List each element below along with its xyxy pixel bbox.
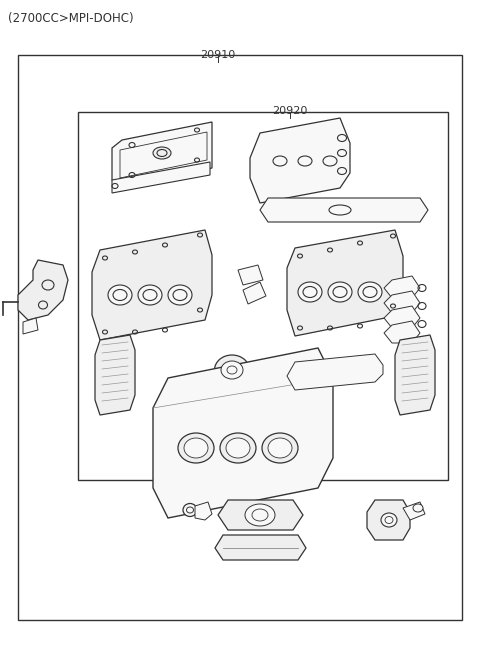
Ellipse shape bbox=[381, 513, 397, 527]
Text: 20910: 20910 bbox=[200, 50, 236, 60]
Polygon shape bbox=[92, 230, 212, 340]
Text: 20920: 20920 bbox=[272, 106, 308, 116]
Polygon shape bbox=[260, 198, 428, 222]
Polygon shape bbox=[18, 260, 68, 320]
Ellipse shape bbox=[184, 438, 208, 458]
Ellipse shape bbox=[183, 504, 197, 517]
Ellipse shape bbox=[153, 147, 171, 159]
Ellipse shape bbox=[108, 285, 132, 305]
Polygon shape bbox=[287, 354, 383, 390]
Ellipse shape bbox=[215, 355, 250, 385]
Polygon shape bbox=[367, 500, 410, 540]
Polygon shape bbox=[215, 535, 306, 560]
Polygon shape bbox=[195, 502, 212, 520]
Ellipse shape bbox=[245, 504, 275, 526]
Bar bbox=[78, 112, 448, 480]
Ellipse shape bbox=[262, 433, 298, 463]
Ellipse shape bbox=[413, 504, 423, 512]
Ellipse shape bbox=[221, 361, 243, 379]
Polygon shape bbox=[23, 318, 38, 334]
Polygon shape bbox=[395, 335, 435, 415]
Text: (2700CC>MPI-DOHC): (2700CC>MPI-DOHC) bbox=[8, 12, 133, 25]
Ellipse shape bbox=[328, 282, 352, 302]
Polygon shape bbox=[250, 118, 350, 203]
Polygon shape bbox=[153, 348, 333, 518]
Polygon shape bbox=[384, 276, 420, 298]
Polygon shape bbox=[287, 230, 403, 336]
Ellipse shape bbox=[138, 285, 162, 305]
Ellipse shape bbox=[220, 433, 256, 463]
Polygon shape bbox=[403, 502, 425, 520]
Ellipse shape bbox=[298, 282, 322, 302]
Polygon shape bbox=[238, 265, 263, 285]
Ellipse shape bbox=[358, 282, 382, 302]
Polygon shape bbox=[384, 306, 420, 328]
Polygon shape bbox=[384, 291, 420, 313]
Polygon shape bbox=[112, 162, 210, 193]
Polygon shape bbox=[243, 282, 266, 304]
Polygon shape bbox=[384, 321, 420, 343]
Ellipse shape bbox=[168, 285, 192, 305]
Ellipse shape bbox=[268, 438, 292, 458]
Ellipse shape bbox=[178, 433, 214, 463]
Ellipse shape bbox=[226, 438, 250, 458]
Polygon shape bbox=[95, 335, 135, 415]
Polygon shape bbox=[112, 122, 212, 188]
Bar bbox=[18, 55, 462, 620]
Polygon shape bbox=[218, 500, 303, 530]
